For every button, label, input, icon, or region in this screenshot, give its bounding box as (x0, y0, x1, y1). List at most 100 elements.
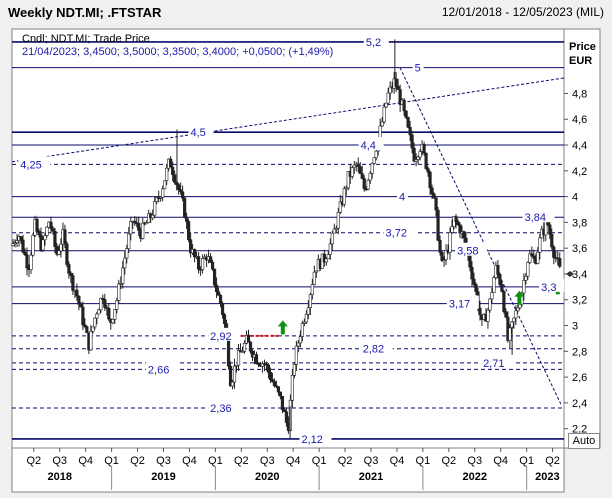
candle-body (366, 179, 370, 190)
candle-body (456, 221, 460, 225)
candle-body (31, 234, 35, 256)
candle-body (85, 326, 89, 333)
candle-body (13, 242, 17, 244)
candle-body (83, 324, 87, 327)
candle-body (312, 271, 316, 285)
level-label: 5,2 (366, 37, 381, 49)
candle-body (458, 224, 462, 234)
level-label-bg (397, 188, 409, 202)
trendline (11, 77, 565, 163)
candle-body (398, 89, 402, 105)
ytick-label: 4,4 (572, 140, 587, 152)
candle-body (37, 230, 41, 236)
candle-body (155, 197, 159, 202)
candle-body (404, 110, 408, 118)
candle-body (93, 317, 97, 328)
candle-body (55, 246, 59, 255)
xtick-label: Q3 (467, 455, 482, 467)
ytick-label: 2,8 (572, 346, 587, 358)
ytick-label: 2,6 (572, 372, 587, 384)
auto-scale-button[interactable]: Auto (568, 433, 600, 449)
candle-body (416, 156, 420, 160)
candle-body (185, 217, 189, 222)
candle-body (260, 363, 265, 367)
candle-body (396, 86, 400, 90)
candle-body (424, 152, 428, 169)
candle-body (214, 284, 219, 293)
title-bar: Weekly NDT.MI; .FTSTAR 12/01/2018 - 12/0… (0, 0, 612, 24)
level-label-bg (208, 400, 241, 414)
candle-body (278, 391, 283, 397)
xtick-label: Q4 (78, 455, 93, 467)
candle-body (360, 173, 364, 179)
candle-body (442, 259, 446, 261)
candle-body (248, 341, 253, 352)
level-label: 2,12 (301, 434, 322, 446)
xtick-label: Q1 (416, 455, 431, 467)
candle-body (222, 314, 227, 324)
candle-body (326, 254, 330, 260)
candle-body (402, 99, 406, 112)
candle-body (208, 256, 213, 263)
candle-body (454, 216, 458, 222)
xtick-label: Q3 (52, 455, 67, 467)
xtick-label: Q2 (545, 455, 560, 467)
level-label: 3,58 (457, 246, 478, 258)
xtick-label: Q1 (519, 455, 534, 467)
candle-body (161, 188, 165, 198)
candle-body (406, 117, 410, 128)
candle-body (322, 253, 326, 263)
candle-body (314, 270, 318, 273)
candle-body (394, 78, 398, 87)
candle-body (496, 265, 500, 275)
candle-body (145, 222, 149, 225)
level-label: 4,4 (361, 140, 376, 152)
candle-body (462, 231, 466, 239)
ytick-label: 3,6 (572, 243, 587, 255)
candle-body (107, 308, 111, 320)
candle-body (266, 364, 271, 373)
candle-body (522, 280, 526, 294)
candle-body (332, 228, 336, 234)
level-label-bg (363, 33, 389, 47)
candle-body (436, 209, 440, 241)
candle-body (119, 283, 123, 285)
candle-body (216, 291, 221, 296)
candle-body (89, 331, 93, 351)
candle-body (99, 297, 103, 311)
ytick-label: 2,4 (572, 398, 587, 410)
candle-body (81, 306, 85, 326)
level-label: 3,17 (449, 299, 470, 311)
level-label: 4,5 (190, 127, 205, 139)
candle-body (378, 125, 382, 139)
candle-body (25, 254, 29, 269)
xtick-label: Q2 (338, 455, 353, 467)
candle-body (173, 174, 177, 183)
candle-body (236, 350, 241, 366)
level-label: 3,3 (541, 282, 556, 294)
candle-body (490, 292, 494, 300)
chart-title: Weekly NDT.MI; .FTSTAR (8, 5, 162, 20)
legend-line-1: Cndl; NDT.MI; Trade Price (22, 33, 150, 45)
candle-body (438, 240, 442, 253)
candle-body (386, 92, 390, 104)
candle-body (478, 307, 482, 316)
candle-body (516, 307, 520, 312)
candle-body (486, 309, 490, 322)
buy-arrow-icon (277, 320, 288, 335)
candle-body (346, 171, 350, 189)
candle-body (298, 336, 302, 344)
candle-body (67, 264, 71, 274)
candle-body (43, 235, 47, 241)
year-label: 2021 (359, 471, 383, 483)
candle-body (296, 342, 300, 347)
candle-body (500, 284, 504, 292)
candle-body (23, 251, 27, 255)
candle-body (45, 226, 49, 236)
candle-body (200, 258, 205, 270)
candle-body (306, 307, 310, 315)
level-label: 2,71 (483, 358, 504, 370)
year-label: 2019 (151, 471, 175, 483)
candle-body (151, 214, 155, 219)
